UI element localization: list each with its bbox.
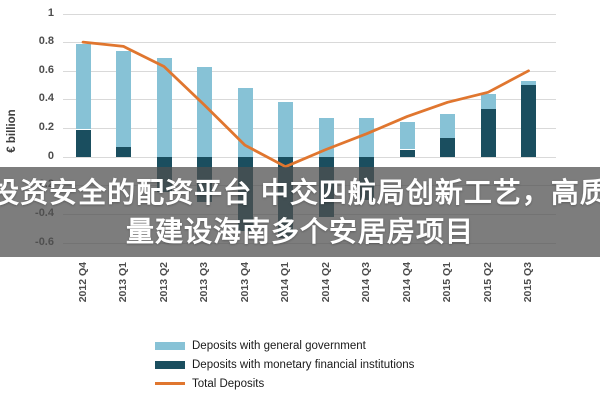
gridline bbox=[63, 70, 556, 72]
bar-segment-mfi bbox=[440, 138, 455, 157]
x-tick-label: 2013 Q4 bbox=[238, 262, 251, 303]
legend-swatch bbox=[155, 360, 185, 369]
overlay-title-line2: 量建设海南多个安居房项目 bbox=[125, 216, 474, 247]
bar-segment-gov bbox=[237, 88, 253, 157]
x-tick-label: 2012 Q4 bbox=[76, 262, 89, 303]
bar-segment-mfi bbox=[116, 146, 131, 157]
x-tick-label: 2013 Q2 bbox=[157, 262, 170, 303]
legend-label: Deposits with general government bbox=[192, 339, 366, 352]
x-tick-label: 2014 Q4 bbox=[400, 262, 413, 303]
legend-label: Deposits with monetary financial institu… bbox=[192, 358, 415, 371]
legend-item: Deposits with general government bbox=[155, 336, 414, 355]
gridline bbox=[63, 156, 556, 158]
legend-label: Total Deposits bbox=[192, 377, 265, 390]
bar-segment-gov bbox=[197, 66, 212, 157]
bar-segment-gov bbox=[359, 118, 374, 157]
x-tick-label: 2014 Q1 bbox=[279, 262, 291, 303]
legend: Deposits with general government Deposits… bbox=[155, 336, 414, 393]
x-tick-label: 2015 Q3 bbox=[522, 262, 534, 303]
bar-segment-gov bbox=[278, 102, 293, 157]
y-axis-title: € billion bbox=[6, 109, 18, 153]
y-tick-label: 0.4 bbox=[38, 92, 54, 105]
bar-segment-gov bbox=[399, 122, 415, 150]
bar-segment-mfi bbox=[75, 129, 91, 157]
x-tick-label: 2013 Q3 bbox=[198, 262, 210, 303]
x-tick-label: 2015 Q1 bbox=[441, 262, 453, 303]
y-tick-label: 1 bbox=[47, 6, 54, 19]
gridline bbox=[63, 13, 556, 15]
bar-segment-mfi bbox=[521, 85, 536, 157]
y-tick-label: 0.2 bbox=[38, 121, 54, 134]
x-tick-label: 2014 Q2 bbox=[319, 262, 332, 303]
bar-segment-mfi bbox=[399, 149, 415, 157]
bar-segment-gov bbox=[440, 113, 455, 138]
bar-segment-mfi bbox=[480, 109, 496, 157]
y-tick-label: 0.8 bbox=[38, 35, 54, 48]
bar-segment-gov bbox=[318, 118, 334, 157]
bar-segment-gov bbox=[116, 50, 131, 147]
legend-item: Deposits with monetary financial institu… bbox=[155, 355, 414, 374]
bar-segment-gov bbox=[75, 43, 91, 130]
total-line bbox=[81, 40, 530, 169]
overlay-title-line1: 投资安全的配资平台 中交四航局创新工艺，高质 bbox=[0, 177, 600, 208]
x-tick-label: 2013 Q1 bbox=[117, 262, 129, 303]
gridline bbox=[63, 42, 556, 44]
legend-swatch bbox=[155, 382, 185, 385]
y-tick-label: 0.6 bbox=[38, 63, 54, 76]
overlay-banner: 投资安全的配资平台 中交四航局创新工艺，高质 量建设海南多个安居房项目 bbox=[0, 167, 600, 257]
x-tick-label: 2014 Q3 bbox=[360, 262, 372, 303]
bar-segment-gov bbox=[521, 80, 536, 86]
y-tick-label: 0 bbox=[47, 149, 54, 162]
bar-segment-gov bbox=[480, 93, 496, 110]
legend-swatch bbox=[155, 341, 185, 350]
legend-item: Total Deposits bbox=[155, 374, 414, 393]
bar-segment-gov bbox=[156, 57, 172, 157]
x-tick-label: 2015 Q2 bbox=[481, 262, 494, 303]
